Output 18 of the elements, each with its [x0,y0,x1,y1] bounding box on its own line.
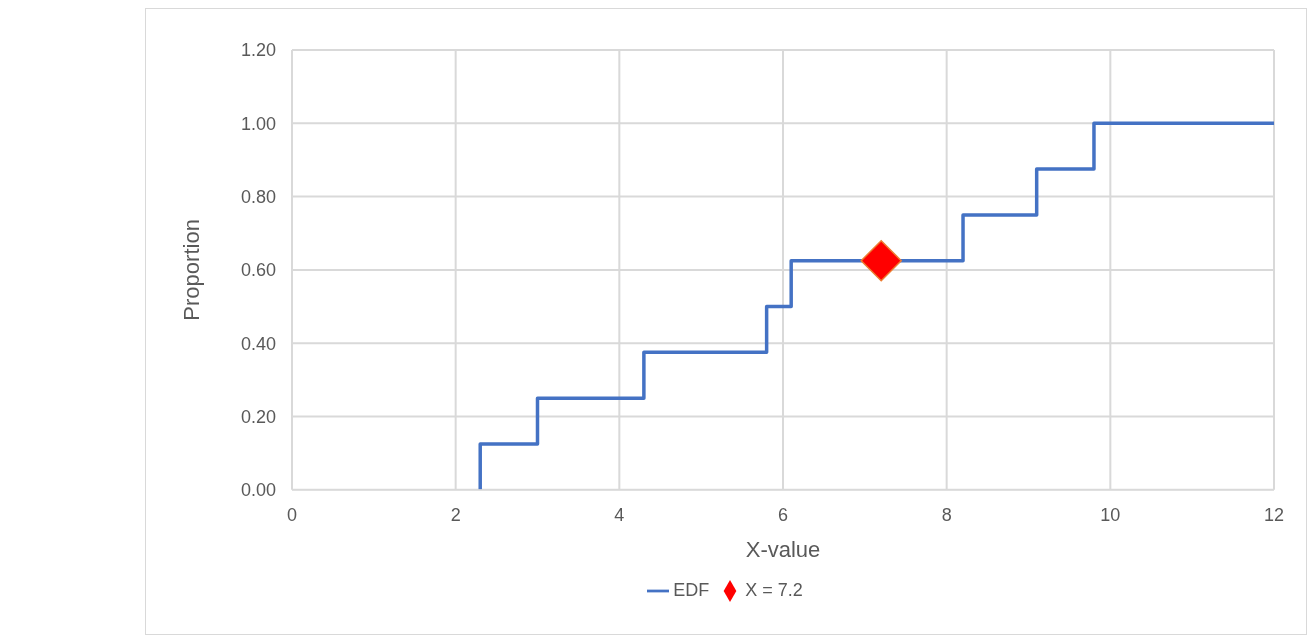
x-tick-label: 10 [1100,504,1121,525]
y-tick-label: 0.20 [240,406,276,427]
x-axis-title: X-value [745,537,821,563]
legend-label: X = 7.2 [745,579,803,600]
y-tick-label: 1.20 [240,40,276,61]
x-tick-label: 2 [450,504,461,525]
y-tick-label: 0.40 [240,333,276,354]
x-tick-label: 12 [1263,504,1285,525]
x-tick-label: 8 [941,504,952,525]
x-tick-label: 6 [777,504,789,525]
y-tick-label: 0.60 [240,260,276,281]
y-tick-label: 0.00 [240,480,276,501]
legend-label: EDF [673,579,710,600]
y-tick-label: 1.00 [240,113,276,134]
x-tick-label: 4 [614,504,625,525]
y-axis-title: Proportion [178,219,204,321]
x-tick-label: 0 [286,504,298,525]
y-tick-label: 0.80 [240,186,276,207]
